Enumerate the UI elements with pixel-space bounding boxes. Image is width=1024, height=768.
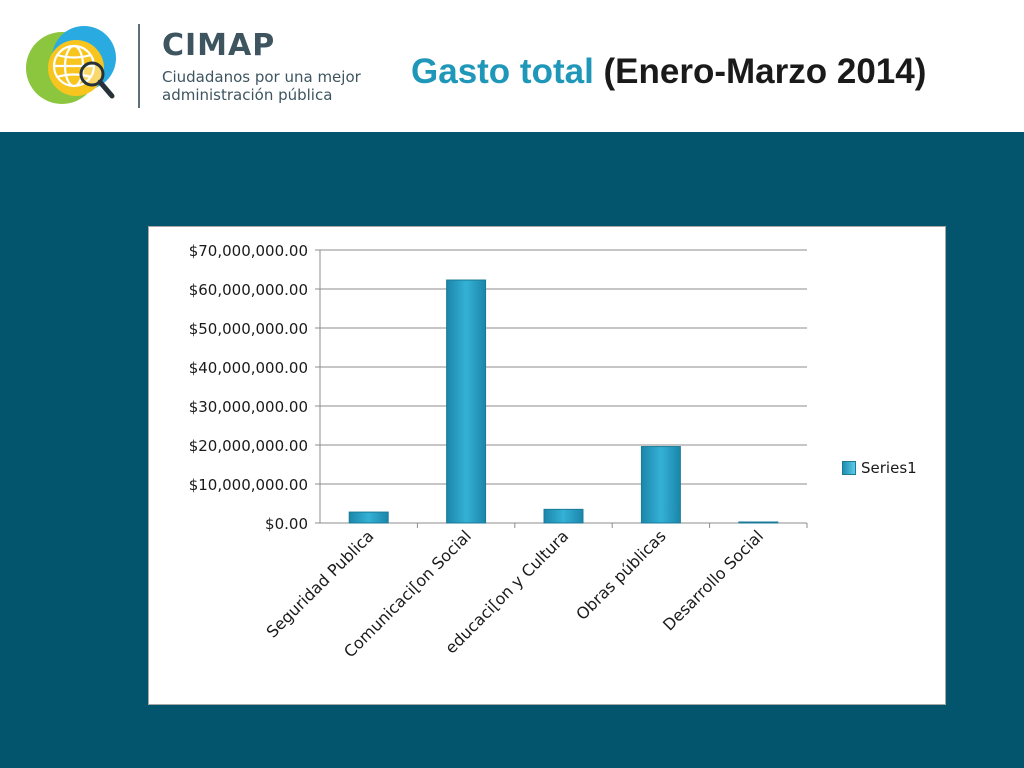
bar [543,508,584,524]
bar [640,446,681,524]
title-highlight: Gasto total [411,52,594,91]
logo-divider [138,24,140,108]
brand-tagline: Ciudadanos por una mejor administración … [162,68,402,104]
x-tick-label: Desarrollo Social [659,526,767,634]
y-tick-label: $70,000,000.00 [189,242,308,260]
title-rest: (Enero-Marzo 2014) [593,52,927,91]
y-tick-label: $50,000,000.00 [189,320,308,338]
y-tick-label: $0.00 [265,515,308,533]
brand-name: CIMAP [162,28,276,63]
y-tick-label: $40,000,000.00 [189,359,308,377]
y-tick-label: $10,000,000.00 [189,476,308,494]
cimap-logo [22,22,132,108]
y-tick-label: $30,000,000.00 [189,398,308,416]
y-tick-label: $60,000,000.00 [189,281,308,299]
tagline-line-1: Ciudadanos por una mejor [162,68,361,86]
legend-swatch [842,461,856,475]
legend-label: Series1 [861,459,917,477]
y-tick-label: $20,000,000.00 [189,437,308,455]
bar [446,279,487,524]
bar [738,521,779,524]
slide-title: Gasto total (Enero-Marzo 2014) [411,52,926,92]
bar-chart: $0.00 $10,000,000.00 $20,000,000.00 $30,000… [148,226,946,705]
header: CIMAP Ciudadanos por una mejor administr… [0,0,1024,132]
x-tick-label: Obras públicas [572,526,669,623]
bar [348,511,389,524]
chart-legend: Series1 [842,459,917,477]
tagline-line-2: administración pública [162,86,333,104]
chart-canvas: $0.00 $10,000,000.00 $20,000,000.00 $30,000… [189,242,808,661]
x-tick-label: Seguridad Publica [262,526,377,641]
